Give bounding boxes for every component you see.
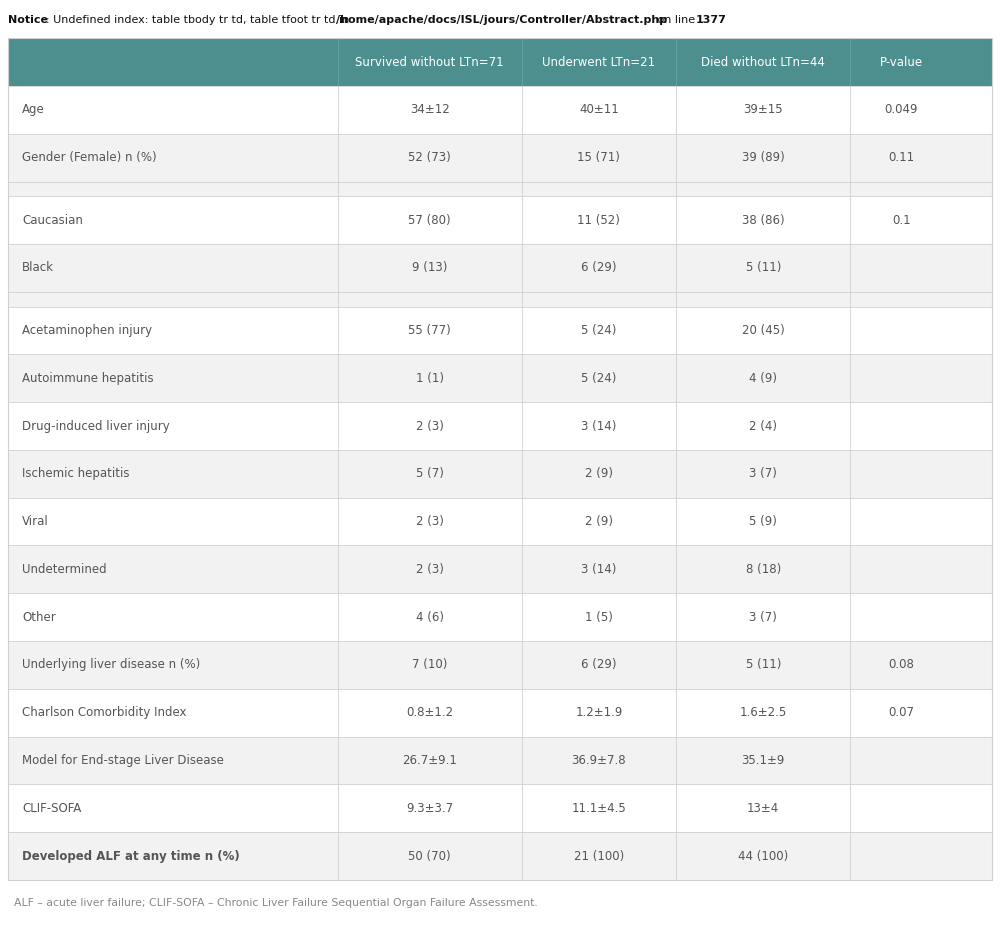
- Bar: [8, 307, 992, 354]
- Text: 35.1±9: 35.1±9: [742, 754, 785, 767]
- Text: 0.8±1.2: 0.8±1.2: [406, 706, 453, 719]
- Text: Drug-induced liver injury: Drug-induced liver injury: [22, 420, 170, 433]
- Bar: [8, 450, 992, 498]
- Bar: [8, 737, 992, 784]
- Text: Notice: Notice: [8, 15, 48, 25]
- Bar: [8, 688, 992, 737]
- Text: 1.6±2.5: 1.6±2.5: [740, 706, 787, 719]
- Text: 6 (29): 6 (29): [581, 261, 617, 275]
- Text: 55 (77): 55 (77): [408, 324, 451, 337]
- Bar: [8, 832, 992, 880]
- Text: 7 (10): 7 (10): [412, 658, 447, 671]
- Text: 5 (7): 5 (7): [416, 467, 444, 480]
- Text: Developed ALF at any time n (%): Developed ALF at any time n (%): [22, 849, 240, 863]
- Text: Gender (Female) n (%): Gender (Female) n (%): [22, 152, 157, 164]
- Text: 5 (9): 5 (9): [749, 515, 777, 528]
- Text: 9 (13): 9 (13): [412, 261, 447, 275]
- Text: 39±15: 39±15: [743, 103, 783, 116]
- Text: 1377: 1377: [696, 15, 727, 25]
- Text: 1 (5): 1 (5): [585, 611, 613, 624]
- Text: 50 (70): 50 (70): [408, 849, 451, 863]
- Text: Autoimmune hepatitis: Autoimmune hepatitis: [22, 372, 154, 384]
- Text: ALF – acute liver failure; CLIF-SOFA – Chronic Liver Failure Sequential Organ Fa: ALF – acute liver failure; CLIF-SOFA – C…: [14, 898, 538, 908]
- Text: 2 (3): 2 (3): [416, 515, 444, 528]
- Bar: [8, 292, 992, 307]
- Text: : Undefined index: table tbody tr td, table tfoot tr td in: : Undefined index: table tbody tr td, ta…: [46, 15, 353, 25]
- Bar: [8, 402, 992, 450]
- Text: 2 (3): 2 (3): [416, 420, 444, 433]
- Bar: [8, 134, 992, 182]
- Text: 5 (11): 5 (11): [746, 261, 781, 275]
- Text: Viral: Viral: [22, 515, 49, 528]
- Text: Undetermined: Undetermined: [22, 563, 107, 576]
- Bar: [8, 593, 992, 641]
- Bar: [8, 182, 992, 196]
- Text: 5 (24): 5 (24): [581, 372, 617, 384]
- Bar: [8, 86, 992, 134]
- Text: Survived without LTn=71: Survived without LTn=71: [355, 56, 504, 68]
- Text: 44 (100): 44 (100): [738, 849, 788, 863]
- Text: 52 (73): 52 (73): [408, 152, 451, 164]
- Text: 1 (1): 1 (1): [416, 372, 444, 384]
- Text: Acetaminophen injury: Acetaminophen injury: [22, 324, 152, 337]
- Text: 0.08: 0.08: [889, 658, 914, 671]
- Bar: [8, 641, 992, 688]
- Text: 0.1: 0.1: [892, 214, 911, 226]
- Text: 34±12: 34±12: [410, 103, 450, 116]
- Text: 36.9±7.8: 36.9±7.8: [572, 754, 626, 767]
- Text: 4 (9): 4 (9): [749, 372, 777, 384]
- Text: 0.049: 0.049: [885, 103, 918, 116]
- Text: 13±4: 13±4: [747, 802, 779, 814]
- Text: 20 (45): 20 (45): [742, 324, 785, 337]
- Bar: [8, 354, 992, 402]
- Text: 15 (71): 15 (71): [577, 152, 620, 164]
- Text: 40±11: 40±11: [579, 103, 619, 116]
- Text: Underlying liver disease n (%): Underlying liver disease n (%): [22, 658, 200, 671]
- Text: P-value: P-value: [880, 56, 923, 68]
- Text: 0.07: 0.07: [888, 706, 914, 719]
- Text: 2 (9): 2 (9): [585, 515, 613, 528]
- Text: Black: Black: [22, 261, 54, 275]
- Bar: [8, 38, 992, 880]
- Bar: [8, 244, 992, 292]
- Text: CLIF-SOFA: CLIF-SOFA: [22, 802, 81, 814]
- Text: Ischemic hepatitis: Ischemic hepatitis: [22, 467, 130, 480]
- Text: 2 (3): 2 (3): [416, 563, 444, 576]
- Text: Model for End-stage Liver Disease: Model for End-stage Liver Disease: [22, 754, 224, 767]
- Text: 57 (80): 57 (80): [408, 214, 451, 226]
- Bar: [8, 784, 992, 832]
- Text: 26.7±9.1: 26.7±9.1: [402, 754, 457, 767]
- Bar: [8, 545, 992, 593]
- Text: Died without LTn=44: Died without LTn=44: [701, 56, 825, 68]
- Text: 39 (89): 39 (89): [742, 152, 785, 164]
- Bar: [8, 498, 992, 545]
- Text: 2 (9): 2 (9): [585, 467, 613, 480]
- Text: Charlson Comorbidity Index: Charlson Comorbidity Index: [22, 706, 186, 719]
- Text: 11 (52): 11 (52): [577, 214, 620, 226]
- Text: 21 (100): 21 (100): [574, 849, 624, 863]
- Text: 4 (6): 4 (6): [416, 611, 444, 624]
- Text: 6 (29): 6 (29): [581, 658, 617, 671]
- Text: 5 (11): 5 (11): [746, 658, 781, 671]
- Text: 3 (7): 3 (7): [749, 611, 777, 624]
- Text: 3 (14): 3 (14): [581, 420, 617, 433]
- Text: Underwent LTn=21: Underwent LTn=21: [542, 56, 655, 68]
- Text: /home/apache/docs/ISL/jours/Controller/Abstract.php: /home/apache/docs/ISL/jours/Controller/A…: [336, 15, 667, 25]
- Text: Other: Other: [22, 611, 56, 624]
- Text: 1.2±1.9: 1.2±1.9: [575, 706, 623, 719]
- Text: 2 (4): 2 (4): [749, 420, 777, 433]
- Text: 9.3±3.7: 9.3±3.7: [406, 802, 453, 814]
- Text: Caucasian: Caucasian: [22, 214, 83, 226]
- Text: 38 (86): 38 (86): [742, 214, 785, 226]
- Text: Age: Age: [22, 103, 45, 116]
- Text: 8 (18): 8 (18): [746, 563, 781, 576]
- Bar: [8, 38, 992, 86]
- Text: 11.1±4.5: 11.1±4.5: [572, 802, 626, 814]
- Text: 5 (24): 5 (24): [581, 324, 617, 337]
- Text: 3 (14): 3 (14): [581, 563, 617, 576]
- Text: 3 (7): 3 (7): [749, 467, 777, 480]
- Text: on line: on line: [654, 15, 699, 25]
- Bar: [8, 196, 992, 244]
- Text: 0.11: 0.11: [888, 152, 915, 164]
